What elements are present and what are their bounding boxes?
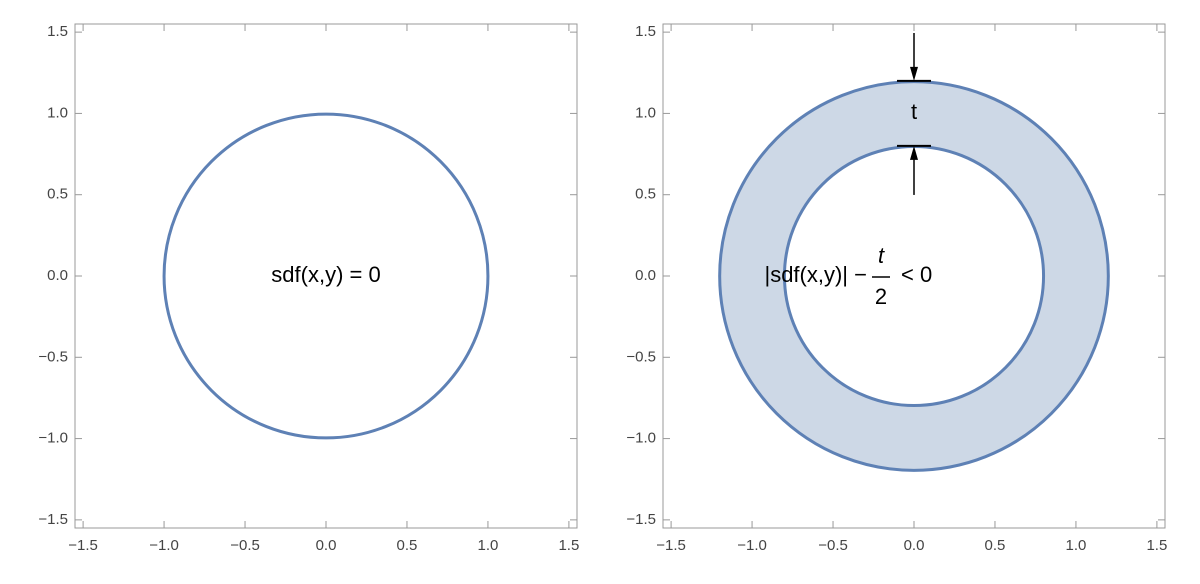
panel: sdf(x,y) = 0 −1.5 −1.0 −0.5 0.0 0.5 1.0 1.5 −1.5… (38, 23, 579, 554)
y-tick-label: 0.5 (635, 186, 656, 203)
annotation-left: |sdf(x,y)| − (764, 262, 867, 287)
y-tick-label: −1.5 (38, 511, 68, 528)
y-tick-label: 0.0 (47, 267, 68, 284)
y-tick-label: −0.5 (626, 348, 656, 365)
y-tick-label: 1.0 (47, 104, 68, 121)
x-tick-label: 0.5 (397, 537, 418, 554)
x-tick-label: −1.0 (149, 537, 179, 554)
x-tick-label: −1.0 (737, 537, 767, 554)
annotation: sdf(x,y) = 0 (271, 262, 380, 287)
y-tick-label: 1.0 (635, 104, 656, 121)
x-tick-label: 1.5 (558, 537, 579, 554)
y-tick-label: 1.5 (635, 23, 656, 40)
x-tick-label: −0.5 (230, 537, 260, 554)
x-tick-label: −0.5 (818, 537, 848, 554)
y-tick-label: −0.5 (38, 348, 68, 365)
thickness-label: t (911, 99, 917, 124)
region-fill (719, 81, 1109, 471)
y-tick-label: 0.5 (47, 186, 68, 203)
annotation-denominator: 2 (875, 284, 887, 309)
x-tick-label: 1.0 (478, 537, 499, 554)
y-tick-label: −1.0 (38, 430, 68, 447)
x-tick-label: 0.5 (985, 537, 1006, 554)
panel: t |sdf(x,y)| − t 2 < 0 −1.5 −1.0 −0.5 0.0 0.5 1.0 1… (626, 23, 1167, 554)
x-tick-label: 1.5 (1146, 537, 1167, 554)
annotation-right: < 0 (901, 262, 932, 287)
y-tick-label: 0.0 (635, 267, 656, 284)
annotation-numerator: t (878, 243, 885, 268)
y-tick-label: −1.0 (626, 430, 656, 447)
x-tick-label: 0.0 (904, 537, 925, 554)
arrow-head (910, 145, 918, 160)
x-tick-label: 0.0 (316, 537, 337, 554)
x-tick-label: −1.5 (656, 537, 686, 554)
x-tick-label: 1.0 (1066, 537, 1087, 554)
contour-circle (162, 112, 490, 440)
x-tick-label: −1.5 (68, 537, 98, 554)
arrow-head (910, 66, 918, 81)
y-tick-label: −1.5 (626, 511, 656, 528)
y-tick-label: 1.5 (47, 23, 68, 40)
